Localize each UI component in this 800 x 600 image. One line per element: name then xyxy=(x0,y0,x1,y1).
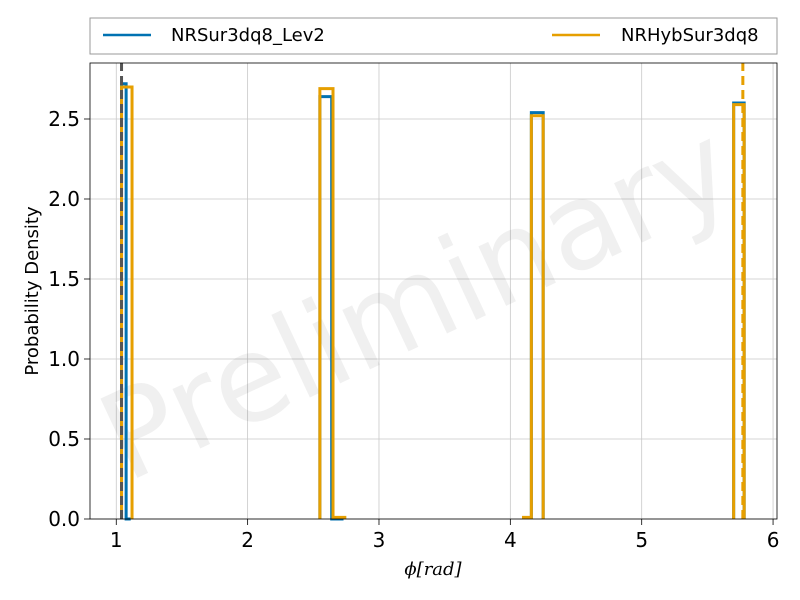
y-tick-label: 1.5 xyxy=(48,267,80,291)
x-axis-title: ϕ[rad] xyxy=(404,559,462,580)
x-tick-label: 4 xyxy=(504,528,517,552)
x-tick-label: 1 xyxy=(110,528,123,552)
ticks: 1 2 3 4 5 6 0.0 0.5 1.0 1.5 2.0 2.5 xyxy=(48,107,779,552)
legend-label-nrsur: NRSur3dq8_Lev2 xyxy=(171,25,325,46)
series-1-step-outline xyxy=(120,85,746,519)
legend-label-nrhybsur: NRHybSur3dq8 xyxy=(621,25,759,46)
x-tick-label: 2 xyxy=(241,528,254,552)
marker-layer xyxy=(120,63,745,519)
y-tick-label: 2.5 xyxy=(48,107,80,131)
y-axis-title: Probability Density xyxy=(22,206,43,376)
legend-box xyxy=(89,17,778,55)
x-tick-label: 6 xyxy=(767,528,780,552)
y-tick-label: 0.5 xyxy=(48,427,80,451)
x-tick-label: 5 xyxy=(635,528,648,552)
plot-frame xyxy=(89,62,778,520)
y-tick-label: 1.0 xyxy=(48,347,80,371)
y-tick-label: 0.0 xyxy=(48,507,80,531)
x-tick-label: 3 xyxy=(373,528,386,552)
grid xyxy=(90,63,777,520)
series-layer xyxy=(120,82,746,521)
y-tick-label: 2.0 xyxy=(48,187,80,211)
legend: NRSur3dq8_Lev2 NRHybSur3dq8 xyxy=(89,17,778,55)
